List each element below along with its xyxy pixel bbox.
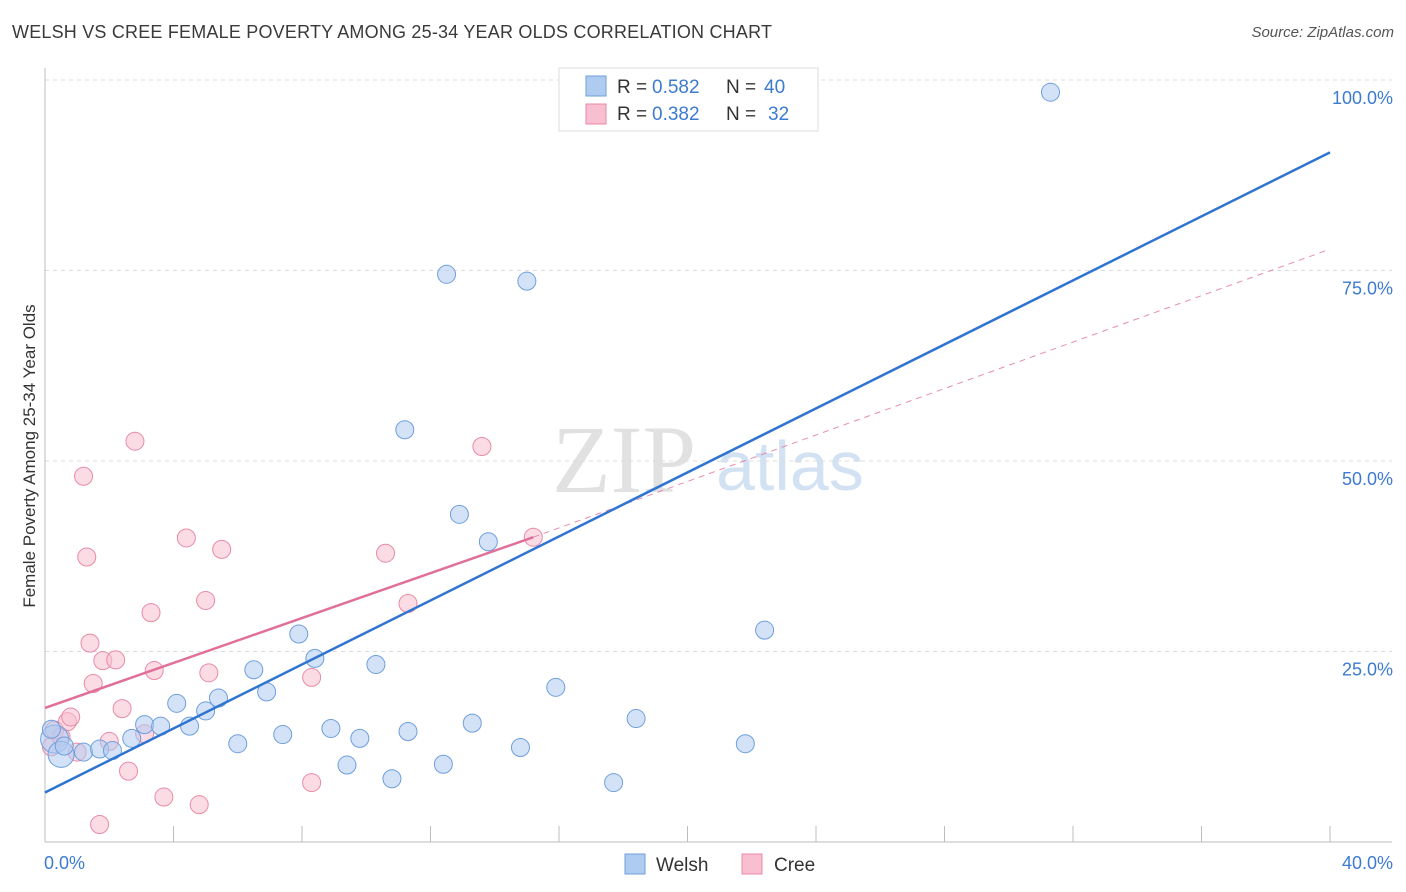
cree-point — [196, 590, 216, 610]
trend-lines — [44, 151, 1331, 794]
legend-bottom-cree-label: Cree — [774, 855, 815, 876]
cree-point — [302, 773, 322, 793]
welsh-trend-line — [44, 151, 1331, 794]
y-tick-label-75: 75.0% — [1342, 279, 1393, 299]
welsh-point — [449, 504, 469, 524]
cree-point — [376, 543, 396, 563]
welsh-point — [546, 677, 566, 697]
source-label: Source: ZipAtlas.com — [1251, 24, 1394, 41]
cree-point — [189, 795, 209, 815]
cree-point — [74, 466, 94, 486]
cree-point — [90, 814, 110, 834]
cree-point — [77, 547, 97, 567]
legend-bottom-welsh-label: Welsh — [656, 855, 708, 876]
legend-welsh-r-label: R = — [617, 77, 647, 98]
legend-cree-n-label: N = — [726, 104, 756, 125]
welsh-point — [395, 420, 415, 440]
welsh-point — [398, 722, 418, 742]
chart-title: WELSH VS CREE FEMALE POVERTY AMONG 25-34… — [12, 22, 773, 42]
welsh-point — [350, 728, 370, 748]
legend-cree-n-value: 32 — [768, 104, 789, 125]
cree-point — [212, 539, 232, 559]
legend-cree-swatch — [585, 103, 607, 125]
welsh-point — [74, 742, 94, 762]
welsh-point — [228, 734, 248, 754]
cree-point — [106, 650, 126, 670]
welsh-point — [167, 693, 187, 713]
cree-trend-extension — [533, 248, 1331, 538]
watermark-atlas: atlas — [716, 427, 864, 505]
y-axis-title: Female Poverty Among 25-34 Year Olds — [20, 304, 39, 607]
welsh-point — [433, 754, 453, 774]
welsh-point — [122, 728, 142, 748]
cree-point — [83, 674, 103, 694]
y-tick-label-100: 100.0% — [1332, 88, 1393, 108]
welsh-series — [40, 82, 1061, 793]
x-tick-label-right: 40.0% — [1342, 853, 1393, 873]
legend-bottom: Welsh Cree — [624, 853, 815, 876]
legend-bottom-cree-swatch — [741, 853, 763, 875]
cree-point — [125, 431, 145, 451]
x-tick-label-left: 0.0% — [44, 853, 85, 873]
legend-welsh-r-value: 0.582 — [652, 77, 700, 98]
y-tick-labels: 25.0% 50.0% 75.0% 100.0% — [1332, 88, 1393, 680]
welsh-point — [604, 773, 624, 793]
welsh-point — [755, 620, 775, 640]
welsh-point — [382, 769, 402, 789]
welsh-point — [1041, 82, 1061, 102]
cree-point — [199, 663, 219, 683]
welsh-point — [510, 738, 530, 758]
welsh-point — [54, 736, 74, 756]
legend-cree-r-value: 0.382 — [652, 104, 700, 125]
cree-point — [80, 633, 100, 653]
cree-point — [119, 761, 139, 781]
legend-top: R = 0.582 N = 40 R = 0.382 N = 32 — [558, 67, 819, 132]
cree-point — [154, 787, 174, 807]
welsh-point — [437, 264, 457, 284]
legend-welsh-n-label: N = — [726, 77, 756, 98]
y-tick-label-25: 25.0% — [1342, 660, 1393, 680]
legend-bottom-welsh-swatch — [624, 853, 646, 875]
watermark-zip: ZIP — [552, 406, 696, 513]
legend-welsh-swatch — [585, 75, 607, 97]
legend-welsh-n-value: 40 — [764, 77, 785, 98]
welsh-point — [244, 660, 264, 680]
cree-point — [61, 707, 81, 727]
welsh-point — [462, 713, 482, 733]
welsh-point — [517, 271, 537, 291]
cree-point — [302, 667, 322, 687]
welsh-point — [735, 734, 755, 754]
welsh-point — [41, 719, 61, 739]
cree-point — [176, 528, 196, 548]
cree-point — [112, 699, 132, 719]
welsh-point — [289, 624, 309, 644]
welsh-point — [321, 718, 341, 738]
welsh-point — [626, 709, 646, 729]
welsh-point — [366, 654, 386, 674]
y-tick-label-50: 50.0% — [1342, 469, 1393, 489]
welsh-point — [478, 532, 498, 552]
x-axis-ticks — [173, 826, 1331, 842]
legend-cree-r-label: R = — [617, 104, 647, 125]
welsh-point — [273, 725, 293, 745]
welsh-point — [135, 715, 155, 735]
cree-point — [472, 437, 492, 457]
cree-point — [141, 603, 161, 623]
grid-lines — [45, 79, 1392, 652]
welsh-point — [337, 755, 357, 775]
cree-trend-line — [44, 536, 534, 710]
